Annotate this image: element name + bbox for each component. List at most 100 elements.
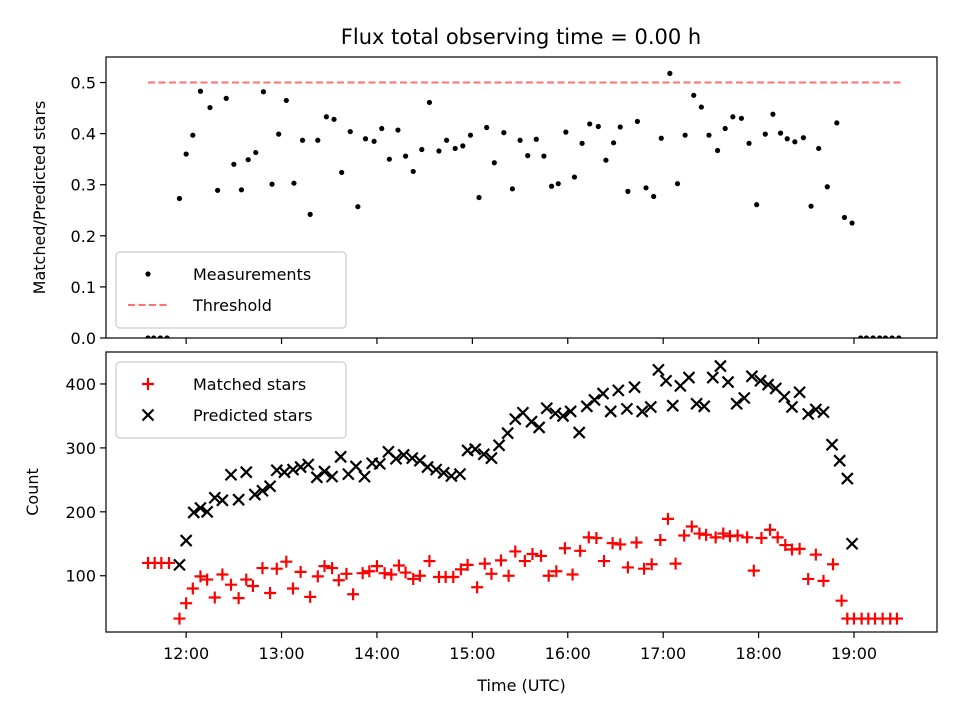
data-point bbox=[730, 114, 736, 120]
data-point bbox=[491, 160, 497, 166]
data-point bbox=[693, 527, 706, 540]
data-point bbox=[484, 124, 490, 131]
data-point bbox=[738, 115, 745, 121]
data-point bbox=[429, 463, 443, 476]
data-point bbox=[771, 531, 784, 544]
data-point bbox=[659, 374, 673, 388]
data-point bbox=[745, 370, 759, 383]
data-point bbox=[224, 578, 237, 591]
series-matched-stars bbox=[141, 512, 903, 625]
data-point bbox=[890, 612, 903, 625]
data-point bbox=[216, 568, 229, 581]
data-point bbox=[870, 335, 876, 338]
data-point bbox=[532, 421, 546, 434]
data-point bbox=[270, 463, 284, 477]
data-point bbox=[419, 146, 425, 153]
data-point bbox=[833, 454, 846, 467]
data-point bbox=[334, 450, 347, 464]
data-point bbox=[145, 335, 151, 338]
data-point bbox=[835, 594, 848, 607]
data-point bbox=[644, 400, 658, 414]
data-point bbox=[240, 573, 253, 586]
data-point bbox=[610, 140, 617, 146]
data-point bbox=[617, 124, 623, 130]
data-point bbox=[349, 460, 363, 473]
data-point bbox=[770, 111, 776, 117]
data-point bbox=[747, 564, 760, 577]
data-point bbox=[256, 484, 269, 497]
axes-ratio: 0.0 0.1 0.2 0.3 0.4 0.5 Matched/Predicted star… bbox=[30, 56, 938, 348]
data-point bbox=[299, 137, 306, 143]
data-point bbox=[476, 194, 482, 201]
legend-marker bbox=[145, 271, 151, 277]
data-point bbox=[682, 132, 688, 138]
legend-label: Threshold bbox=[192, 296, 272, 315]
data-point bbox=[173, 558, 186, 572]
data-point bbox=[362, 136, 369, 142]
x-tick-label: 15:00 bbox=[449, 644, 495, 663]
data-point bbox=[587, 121, 593, 127]
plot-area bbox=[145, 70, 902, 338]
y-tick-label: 0.0 bbox=[71, 329, 96, 348]
data-point bbox=[722, 125, 728, 132]
data-point bbox=[176, 195, 183, 202]
data-point bbox=[453, 467, 467, 481]
legend-frame bbox=[115, 361, 347, 439]
data-point bbox=[426, 99, 433, 106]
data-point bbox=[378, 567, 391, 580]
legend-marker bbox=[141, 408, 155, 422]
data-point bbox=[549, 407, 562, 420]
data-point bbox=[541, 153, 547, 159]
data-point bbox=[825, 438, 839, 451]
data-point bbox=[555, 181, 561, 187]
data-point bbox=[737, 391, 751, 405]
data-point bbox=[630, 536, 643, 549]
data-point bbox=[436, 148, 442, 154]
data-point bbox=[318, 465, 331, 478]
data-point bbox=[706, 132, 712, 138]
data-point bbox=[542, 569, 555, 582]
data-point bbox=[717, 527, 730, 540]
figure-title: Flux total observing time = 0.00 h bbox=[341, 25, 701, 49]
data-point bbox=[304, 590, 317, 603]
data-point bbox=[598, 555, 611, 568]
data-point bbox=[194, 501, 207, 515]
legend: Measurements Threshold bbox=[115, 251, 347, 329]
data-point bbox=[291, 180, 297, 186]
data-point bbox=[590, 532, 603, 545]
series-predicted-stars bbox=[173, 359, 859, 572]
data-point bbox=[714, 147, 721, 154]
data-point bbox=[571, 174, 578, 180]
data-point bbox=[682, 371, 696, 384]
data-point bbox=[187, 506, 201, 519]
data-point bbox=[579, 140, 585, 146]
data-point bbox=[397, 448, 410, 462]
data-point bbox=[614, 538, 627, 551]
data-point bbox=[755, 532, 768, 545]
data-point bbox=[666, 399, 679, 412]
data-point bbox=[162, 556, 175, 569]
axes-frame bbox=[105, 56, 938, 339]
x-tick-label: 19:00 bbox=[831, 644, 877, 663]
data-point bbox=[698, 104, 704, 110]
data-point bbox=[256, 562, 269, 575]
x-tick-label: 12:00 bbox=[163, 644, 209, 663]
data-point bbox=[550, 565, 563, 578]
data-point bbox=[714, 359, 727, 373]
data-point bbox=[492, 439, 506, 452]
data-point bbox=[526, 548, 539, 561]
data-point bbox=[697, 400, 711, 413]
data-point bbox=[509, 545, 522, 558]
data-point bbox=[421, 460, 434, 474]
data-point bbox=[208, 491, 222, 505]
data-point bbox=[754, 202, 760, 208]
data-point bbox=[889, 335, 895, 338]
data-point bbox=[556, 409, 570, 423]
data-point bbox=[792, 139, 798, 145]
data-point bbox=[294, 565, 307, 578]
legend-marker bbox=[142, 378, 154, 390]
data-point bbox=[280, 555, 293, 568]
data-point bbox=[310, 471, 324, 484]
